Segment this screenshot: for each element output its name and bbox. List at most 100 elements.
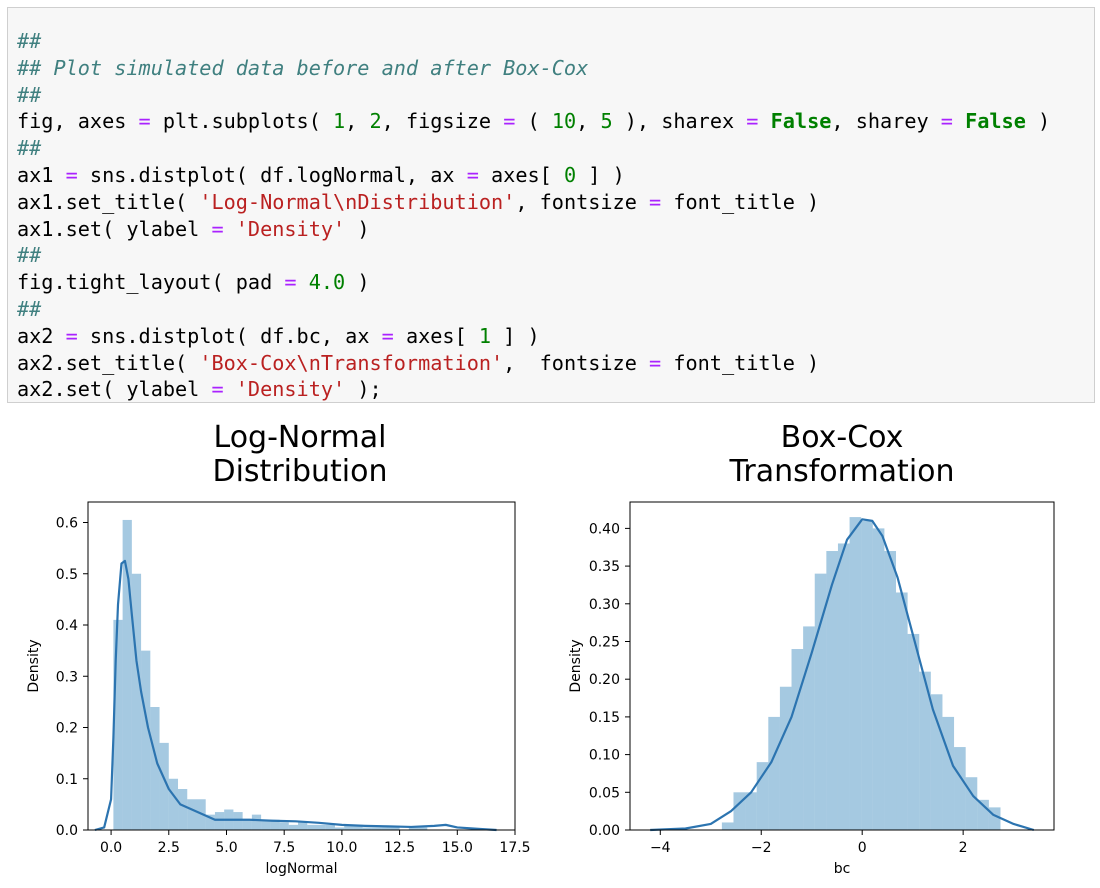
y-tick-label: 0.25: [589, 634, 620, 650]
histogram-bar: [325, 824, 335, 831]
y-tick-label: 0.15: [589, 710, 620, 726]
histogram-bar: [178, 789, 188, 830]
histogram-bar: [187, 799, 197, 830]
chart-title-line: Transformation: [728, 454, 954, 489]
histogram-bar: [768, 716, 780, 830]
histogram-bar: [390, 827, 400, 830]
histogram-bar: [872, 528, 885, 830]
histogram-bar: [418, 827, 428, 830]
code-line-11: ##: [17, 296, 42, 321]
histogram-bar: [141, 650, 151, 831]
code-line-6: ax1 = sns.distplot( df.logNormal, ax = a…: [17, 162, 625, 187]
histogram-bar: [965, 777, 978, 830]
axes-frame: [629, 501, 1055, 831]
histogram-bar: [334, 827, 345, 830]
code-line-9: ##: [17, 243, 42, 268]
y-tick-label: 0.0: [56, 823, 78, 839]
code-block[interactable]: ## ## Plot simulated data before and afte…: [17, 28, 1050, 403]
histogram-bar: [214, 812, 225, 830]
y-tick-label: 0.00: [589, 823, 620, 839]
code-line-12: ax2 = sns.distplot( df.bc, ax = axes[ 1 …: [17, 323, 540, 348]
histogram-bar: [907, 633, 920, 830]
histogram-bar: [930, 694, 943, 830]
x-tick-label: 7.5: [273, 840, 295, 856]
histogram-bar: [242, 819, 252, 830]
histogram-bar: [803, 626, 815, 830]
histogram-bar: [745, 792, 757, 830]
x-axis-label: logNormal: [266, 861, 338, 877]
histogram-bar: [371, 827, 382, 830]
x-tick-label: 10.0: [326, 840, 357, 856]
kde-curve: [94, 559, 497, 832]
chart-title-line: Distribution: [212, 454, 387, 489]
code-line-10: fig.tight_layout( pad = 4.0 ): [17, 270, 370, 295]
histogram-bar: [814, 573, 827, 830]
y-tick-label: 0.35: [589, 559, 620, 575]
x-tick-label: 15.0: [442, 840, 473, 856]
histogram-bar: [131, 573, 142, 830]
histogram-bar: [344, 824, 354, 831]
histogram-bar: [279, 822, 289, 830]
histogram-bar: [159, 742, 169, 831]
y-tick-label: 0.40: [589, 521, 620, 537]
x-tick-label: 17.5: [499, 840, 530, 856]
y-tick-label: 0.2: [56, 721, 78, 737]
kde-curve: [650, 518, 1035, 832]
histogram-bar: [721, 822, 734, 830]
x-tick-label: 0.0: [100, 840, 122, 856]
histogram-bar: [837, 543, 850, 830]
code-cell[interactable]: ## ## Plot simulated data before and afte…: [7, 7, 1095, 403]
code-line-2: ## Plot simulated data before and after …: [17, 55, 589, 80]
histogram-bar: [381, 827, 391, 830]
y-tick-label: 0.6: [56, 516, 78, 532]
chart-log-normal: 0.0 2.5 5.0 7.5 10.0 12.5 15.0 17.5 0.0 0.1 0.2 0.3…: [26, 420, 531, 877]
y-tick-label: 0.05: [589, 785, 620, 801]
histogram-bar: [733, 792, 746, 830]
chart-title-line: Box-Cox: [781, 420, 904, 455]
y-tick-label: 0.30: [589, 597, 620, 613]
histogram-bar: [168, 778, 179, 830]
histogram-bar: [233, 812, 243, 830]
histogram-bar: [288, 824, 299, 831]
code-line-14: ax2.set( ylabel = 'Density' );: [17, 377, 382, 402]
y-axis-label: Density: [568, 639, 584, 692]
histogram-bar: [779, 686, 792, 830]
histogram-bar: [113, 619, 123, 831]
y-tick-label: 0.4: [56, 618, 78, 634]
chart-title-line: Log-Normal: [214, 420, 387, 455]
histogram-bar: [826, 551, 838, 830]
histogram-bar: [884, 551, 897, 830]
x-tick-label: 2.5: [158, 840, 180, 856]
x-tick-label: −2: [751, 840, 772, 856]
histogram-bar: [353, 824, 363, 831]
chart-box-cox: −4 −2 0 2 0.00 0.05 0.10 0.15 0.20 0.25 0.30 0.35 0.…: [568, 420, 1055, 877]
histogram-bar: [307, 824, 317, 831]
histogram-bar: [270, 819, 280, 830]
histogram-bar: [954, 747, 966, 830]
code-line-3: ##: [17, 82, 42, 107]
histogram-bar: [316, 824, 326, 831]
x-tick-label: 12.5: [384, 840, 415, 856]
histogram-bar: [205, 814, 215, 831]
cell-output: 0.0 2.5 5.0 7.5 10.0 12.5 15.0 17.5 0.0 0.1 0.2 0.3…: [0, 410, 1100, 883]
histogram-bar: [362, 827, 372, 830]
x-tick-label: −4: [650, 840, 671, 856]
y-axis-label: Density: [26, 639, 42, 692]
code-line-4: fig, axes = plt.subplots( 1, 2, figsize …: [17, 109, 1051, 134]
histogram-bar: [896, 592, 908, 830]
output-figure: 0.0 2.5 5.0 7.5 10.0 12.5 15.0 17.5 0.0 0.1 0.2 0.3…: [26, 420, 1055, 877]
histogram-bar: [791, 649, 804, 830]
histogram-bar: [849, 517, 862, 830]
histogram-bar: [977, 799, 989, 830]
code-line-1: ##: [17, 29, 42, 53]
histogram-bar: [408, 827, 419, 830]
y-tick-label: 0.5: [56, 567, 78, 583]
axes-frame: [87, 501, 516, 831]
histogram-bar: [122, 519, 132, 830]
code-line-13: ax2.set_title( 'Box-Cox\nTransformation'…: [17, 350, 820, 375]
y-tick-label: 0.3: [56, 669, 78, 685]
histogram-bar: [251, 814, 262, 831]
code-line-5: ##: [17, 136, 42, 161]
x-axis-label: bc: [834, 861, 851, 877]
histogram-bar: [919, 671, 931, 830]
